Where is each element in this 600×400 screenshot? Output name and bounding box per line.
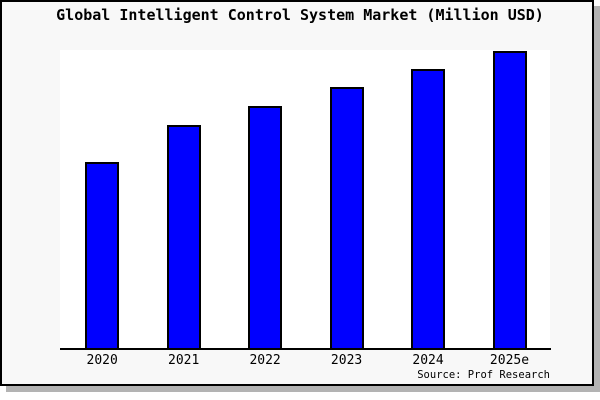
plot-area: [60, 50, 550, 350]
x-tick-label-2021: 2021: [168, 353, 200, 368]
x-axis-line: [60, 348, 551, 350]
x-tick-label-2020: 2020: [86, 353, 118, 368]
bar-2021: [166, 125, 201, 350]
x-tick-label-2025e: 2025e: [489, 353, 530, 368]
bar-2023: [329, 87, 364, 350]
bar-2025e: [492, 51, 527, 350]
x-tick-label-2024: 2024: [412, 353, 444, 368]
bar-2022: [248, 106, 283, 350]
bar-2024: [411, 69, 446, 350]
source-note: Source: Prof Research: [417, 369, 550, 381]
chart-title: Global Intelligent Control System Market…: [56, 6, 544, 24]
x-tick-label-2022: 2022: [249, 353, 281, 368]
x-tick-label-2023: 2023: [330, 353, 363, 368]
bar-2020: [85, 162, 120, 350]
